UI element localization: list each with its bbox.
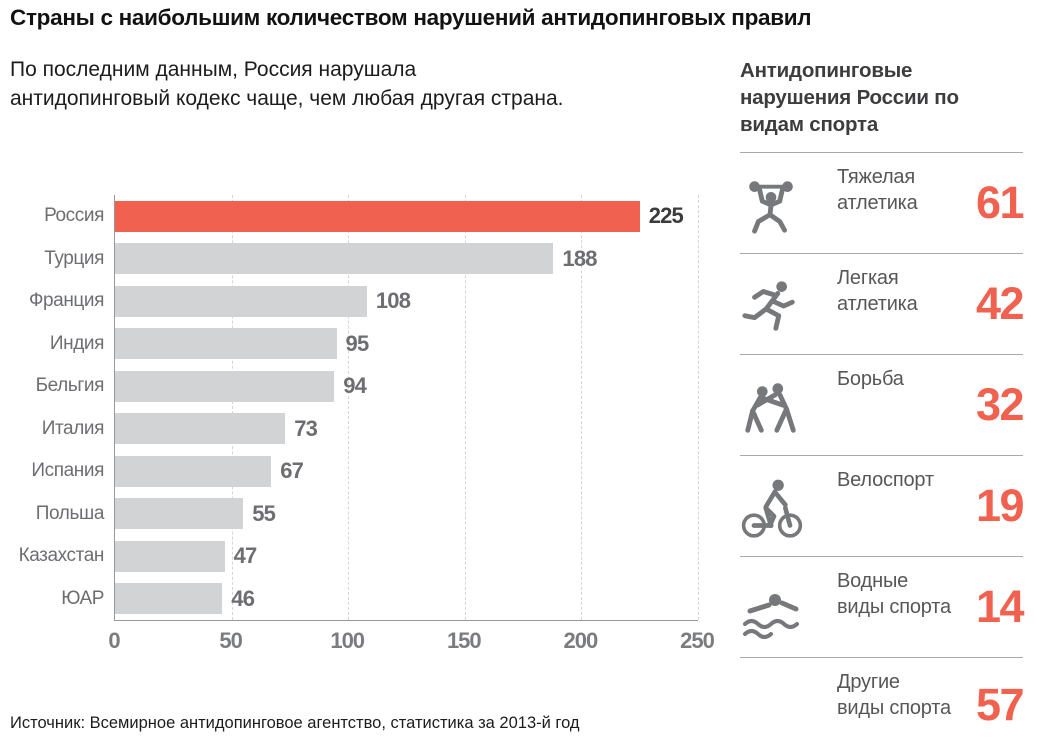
category-label: Турция <box>44 247 104 269</box>
bar <box>115 370 335 402</box>
x-axis-tick: 0 <box>108 628 120 653</box>
sport-item: Тяжелая атлетика 61 <box>740 152 1025 253</box>
sport-value: 42 <box>975 278 1025 329</box>
bar-row: 55 <box>115 493 698 536</box>
sport-item: Велоспорт 19 <box>740 455 1025 556</box>
gridline <box>231 195 233 620</box>
gridline <box>348 195 350 620</box>
bar-row: 108 <box>115 280 698 323</box>
bar-row: 67 <box>115 450 698 493</box>
sport-value: 57 <box>975 678 1025 730</box>
sport-label: Борьба <box>837 368 904 390</box>
sport-value: 14 <box>975 581 1025 632</box>
running-icon <box>740 270 837 338</box>
category-label: Франция <box>28 290 104 312</box>
sport-item: Борьба 32 <box>740 354 1025 455</box>
bar <box>115 200 640 232</box>
bar <box>115 498 244 530</box>
plot-area: 225 188 108 95 94 73 67 55 47 46 <box>114 195 699 621</box>
gridline <box>464 195 466 620</box>
x-axis: 0 50 100 150 200 250 <box>108 621 714 657</box>
bar <box>115 540 225 572</box>
bar-row: 94 <box>115 365 698 408</box>
sidebar-sports: Антидопинговые нарушения России по видам… <box>740 57 1025 751</box>
sport-label: Тяжелая атлетика <box>837 166 918 215</box>
sport-item: Другие виды спорта 57 <box>740 657 1025 751</box>
bar-value: 55 <box>252 500 276 526</box>
category-labels: Россия Турция Франция Индия Бельгия Италия Исп… <box>10 195 114 621</box>
bar <box>115 583 223 615</box>
bar-row: 46 <box>115 578 698 621</box>
bar <box>115 243 554 275</box>
bar-row: 95 <box>115 323 698 366</box>
x-axis-tick: 100 <box>330 628 365 653</box>
chart-body: Россия Турция Франция Индия Бельгия Италия Исп… <box>10 195 699 621</box>
source-note: Источник: Всемирное антидопинговое агент… <box>10 714 580 732</box>
category-label: Россия <box>44 205 104 227</box>
x-axis-tick: 200 <box>563 628 599 653</box>
x-axis-tick: 50 <box>219 628 243 653</box>
sport-label: Другие виды спорта <box>837 671 951 720</box>
bar-value: 46 <box>231 585 255 611</box>
bar-row: 47 <box>115 535 698 578</box>
bar <box>115 413 286 445</box>
sidebar-heading: Антидопинговые нарушения России по видам… <box>740 59 959 137</box>
x-axis-tick: 150 <box>446 628 482 653</box>
category-label: Италия <box>41 417 105 439</box>
bar-row: 225 <box>115 195 698 238</box>
category-label: ЮАР <box>61 587 104 609</box>
sport-value: 32 <box>975 379 1025 430</box>
no-icon <box>740 702 837 708</box>
page-title: Страны с наибольшим количеством нарушени… <box>10 5 812 30</box>
bar-value: 108 <box>375 288 411 314</box>
category-label: Испания <box>31 460 104 482</box>
subtitle: По последним данным, Россия нарушала ант… <box>10 58 564 110</box>
bar-value: 73 <box>294 415 318 441</box>
sport-label: Велоспорт <box>837 469 934 491</box>
wrestling-icon <box>740 371 837 439</box>
category-label: Казахстан <box>18 545 105 567</box>
category-label: Индия <box>49 332 105 354</box>
weightlifting-icon <box>740 169 837 237</box>
sport-label: Легкая атлетика <box>837 267 918 316</box>
bar-value: 67 <box>280 458 304 484</box>
bar-value: 47 <box>233 543 258 569</box>
bar-row: 73 <box>115 408 698 451</box>
swimming-icon <box>740 572 837 642</box>
bar <box>115 328 337 360</box>
x-axis-tick: 250 <box>680 628 715 653</box>
bar-value: 95 <box>345 330 370 356</box>
category-label: Бельгия <box>35 375 105 397</box>
sport-value: 61 <box>975 177 1025 228</box>
sport-value: 19 <box>975 480 1025 531</box>
sport-item: Легкая атлетика 42 <box>740 253 1025 354</box>
sport-label: Водные виды спорта <box>837 570 951 619</box>
gridline <box>581 195 583 620</box>
bar-row: 188 <box>115 238 698 281</box>
gridline <box>698 195 699 620</box>
cycling-icon <box>740 470 837 542</box>
bar-chart: Россия Турция Франция Индия Бельгия Италия Исп… <box>10 195 715 657</box>
bar-value: 225 <box>648 203 684 229</box>
sport-item: Водные виды спорта 14 <box>740 556 1025 657</box>
bar <box>115 455 272 487</box>
bar <box>115 285 367 317</box>
bar-value: 188 <box>562 245 597 271</box>
sport-items: Тяжелая атлетика 61 Легкая атлетика 42 Борьб… <box>740 152 1025 751</box>
bar-value: 94 <box>343 373 367 399</box>
category-label: Польша <box>35 502 105 524</box>
